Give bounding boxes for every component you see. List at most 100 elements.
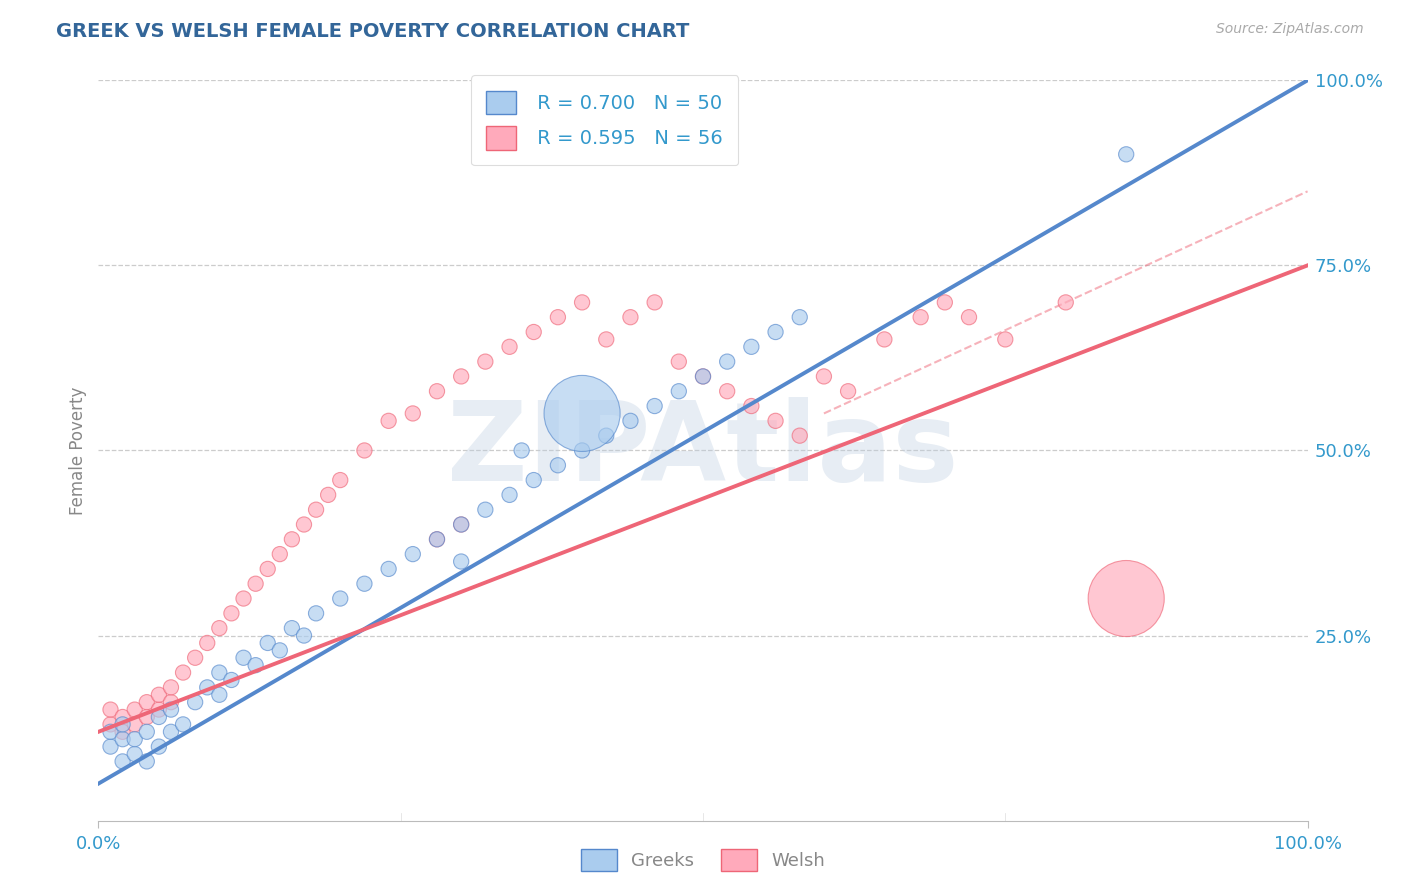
Point: [426, 384, 449, 399]
Point: [813, 369, 835, 384]
Point: [450, 555, 472, 569]
Point: [740, 340, 762, 354]
Point: [111, 755, 134, 769]
Point: [789, 428, 811, 442]
Point: [426, 533, 449, 547]
Point: [498, 488, 520, 502]
Point: [208, 688, 231, 702]
Point: [172, 665, 194, 680]
Point: [765, 414, 787, 428]
Point: [740, 399, 762, 413]
Point: [111, 732, 134, 747]
Point: [402, 407, 425, 421]
Point: [135, 695, 157, 709]
Point: [595, 428, 617, 442]
Point: [135, 755, 157, 769]
Point: [208, 665, 231, 680]
Point: [172, 717, 194, 731]
Point: [873, 332, 896, 346]
Point: [498, 340, 520, 354]
Point: [668, 354, 690, 368]
Point: [426, 533, 449, 547]
Point: [644, 295, 666, 310]
Legend:  R = 0.700   N = 50,  R = 0.595   N = 56: R = 0.700 N = 50, R = 0.595 N = 56: [471, 75, 738, 165]
Point: [184, 695, 207, 709]
Point: [329, 591, 352, 606]
Point: [124, 717, 146, 731]
Point: [124, 703, 146, 717]
Point: [765, 325, 787, 339]
Point: [837, 384, 859, 399]
Point: [450, 517, 472, 532]
Point: [1054, 295, 1077, 310]
Point: [595, 332, 617, 346]
Point: [135, 724, 157, 739]
Point: [692, 369, 714, 384]
Point: [716, 384, 738, 399]
Point: [571, 443, 593, 458]
Point: [571, 407, 593, 421]
Point: [910, 310, 932, 325]
Point: [402, 547, 425, 561]
Point: [547, 458, 569, 473]
Point: [160, 681, 183, 695]
Point: [292, 517, 315, 532]
Point: [644, 399, 666, 413]
Point: [148, 710, 170, 724]
Point: [789, 310, 811, 325]
Point: [292, 628, 315, 642]
Point: [316, 488, 339, 502]
Point: [269, 547, 291, 561]
Point: [1115, 591, 1137, 606]
Point: [111, 724, 134, 739]
Point: [195, 681, 218, 695]
Point: [269, 643, 291, 657]
Point: [281, 621, 304, 635]
Point: [160, 724, 183, 739]
Point: [474, 354, 496, 368]
Point: [716, 354, 738, 368]
Point: [195, 636, 218, 650]
Point: [934, 295, 956, 310]
Point: [377, 562, 399, 576]
Point: [221, 673, 243, 687]
Point: [1115, 147, 1137, 161]
Point: [245, 576, 267, 591]
Point: [208, 621, 231, 635]
Point: [232, 650, 254, 665]
Point: [111, 717, 134, 731]
Point: [329, 473, 352, 487]
Point: [450, 517, 472, 532]
Point: [619, 310, 641, 325]
Point: [353, 443, 375, 458]
Point: [184, 650, 207, 665]
Point: [523, 325, 546, 339]
Text: GREEK VS WELSH FEMALE POVERTY CORRELATION CHART: GREEK VS WELSH FEMALE POVERTY CORRELATIO…: [56, 22, 689, 41]
Point: [100, 724, 122, 739]
Point: [245, 658, 267, 673]
Point: [353, 576, 375, 591]
Point: [957, 310, 980, 325]
Point: [160, 695, 183, 709]
Point: [148, 703, 170, 717]
Point: [377, 414, 399, 428]
Point: [111, 710, 134, 724]
Point: [256, 636, 278, 650]
Point: [124, 732, 146, 747]
Point: [148, 688, 170, 702]
Point: [692, 369, 714, 384]
Legend: Greeks, Welsh: Greeks, Welsh: [574, 842, 832, 879]
Point: [305, 607, 328, 621]
Point: [100, 717, 122, 731]
Point: [450, 369, 472, 384]
Point: [571, 295, 593, 310]
Text: ZIPAtlas: ZIPAtlas: [447, 397, 959, 504]
Point: [256, 562, 278, 576]
Point: [994, 332, 1017, 346]
Point: [547, 310, 569, 325]
Point: [160, 703, 183, 717]
Point: [510, 443, 533, 458]
Point: [523, 473, 546, 487]
Point: [100, 739, 122, 754]
Text: Source: ZipAtlas.com: Source: ZipAtlas.com: [1216, 22, 1364, 37]
